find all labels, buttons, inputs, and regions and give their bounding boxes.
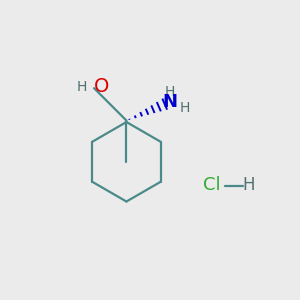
Text: H: H bbox=[242, 176, 255, 194]
Text: H: H bbox=[165, 85, 175, 99]
Text: N: N bbox=[163, 93, 178, 111]
Text: O: O bbox=[94, 77, 110, 96]
Text: H: H bbox=[180, 101, 190, 115]
Text: H: H bbox=[76, 80, 87, 94]
Text: Cl: Cl bbox=[203, 176, 220, 194]
